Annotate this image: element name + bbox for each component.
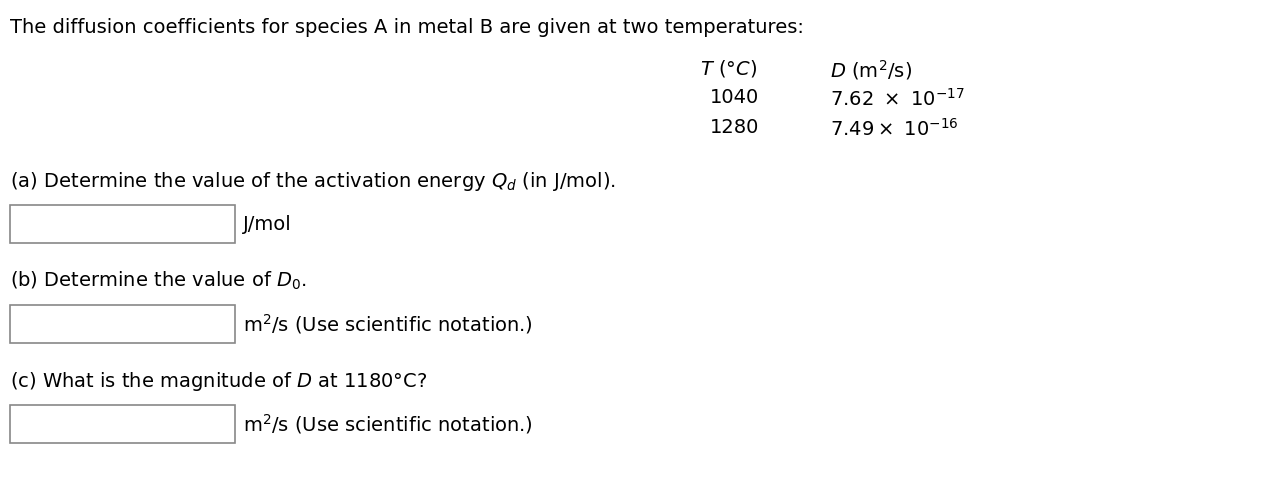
FancyBboxPatch shape bbox=[10, 405, 235, 443]
Text: $7.62\ \times\ 10^{-17}$: $7.62\ \times\ 10^{-17}$ bbox=[829, 88, 965, 110]
FancyBboxPatch shape bbox=[10, 305, 235, 343]
Text: m$^2$/s (Use scientific notation.): m$^2$/s (Use scientific notation.) bbox=[243, 412, 533, 436]
Text: m$^2$/s (Use scientific notation.): m$^2$/s (Use scientific notation.) bbox=[243, 312, 533, 336]
Text: $7.49\times\ 10^{-16}$: $7.49\times\ 10^{-16}$ bbox=[829, 118, 958, 140]
Text: 1280: 1280 bbox=[711, 118, 759, 137]
Text: 1040: 1040 bbox=[711, 88, 759, 107]
FancyBboxPatch shape bbox=[10, 205, 235, 243]
Text: (a) Determine the value of the activation energy $Q_d$ (in J/mol).: (a) Determine the value of the activatio… bbox=[10, 170, 616, 193]
Text: $D\ (\mathrm{m^2/s})$: $D\ (\mathrm{m^2/s})$ bbox=[829, 58, 912, 82]
Text: J/mol: J/mol bbox=[243, 215, 291, 233]
Text: The diffusion coefficients for species A in metal B are given at two temperature: The diffusion coefficients for species A… bbox=[10, 18, 804, 37]
Text: (b) Determine the value of $D_0$.: (b) Determine the value of $D_0$. bbox=[10, 270, 307, 292]
Text: (c) What is the magnitude of $D$ at 1180°C?: (c) What is the magnitude of $D$ at 1180… bbox=[10, 370, 427, 393]
Text: $T\ (°C)$: $T\ (°C)$ bbox=[700, 58, 757, 79]
